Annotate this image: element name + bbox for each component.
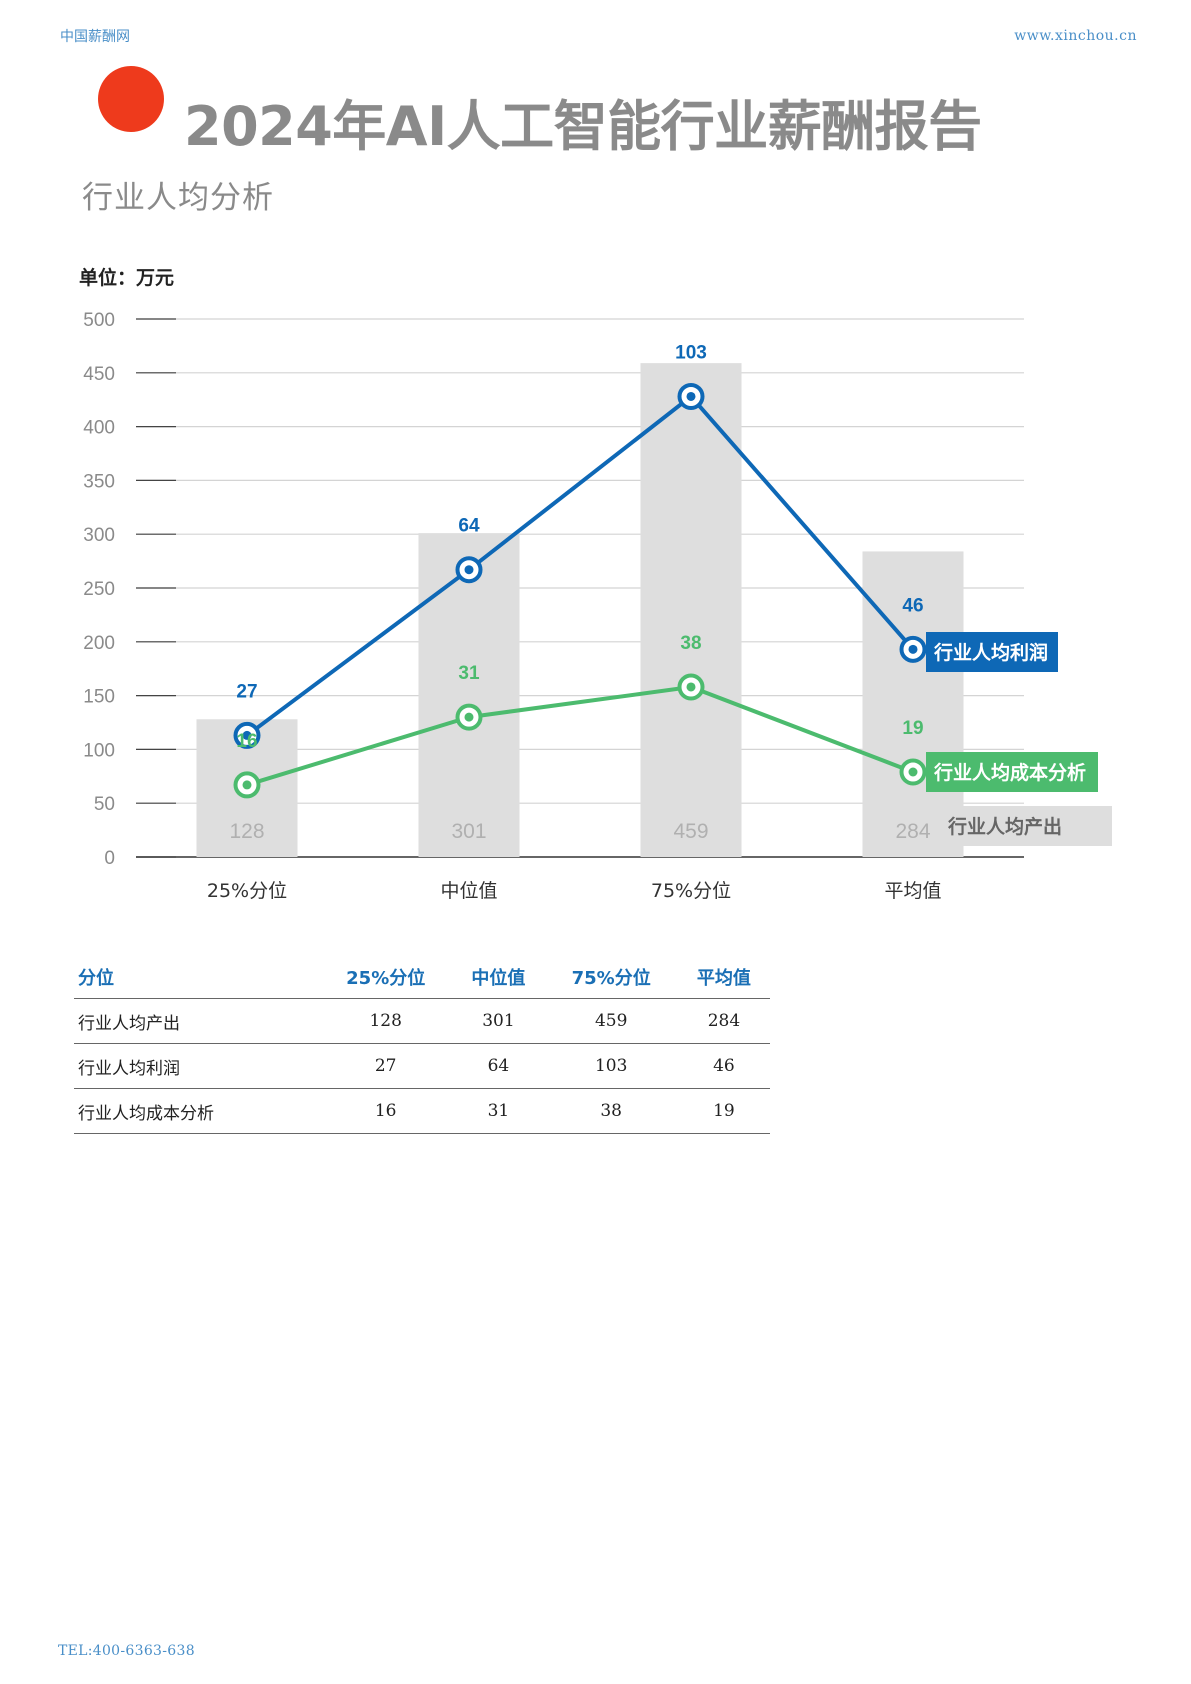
table-header-cell: 平均值 — [677, 956, 770, 999]
table-cell: 行业人均利润 — [74, 1043, 319, 1089]
y-tick-label: 300 — [83, 525, 115, 546]
legend-label: 行业人均产出 — [947, 815, 1062, 838]
point-value-label: 46 — [902, 595, 923, 616]
combo-chart: 0 50 100 150 200 250 300 350 400 450 500 25%分位 中位值 75… — [83, 310, 1112, 902]
series-line — [246, 684, 914, 787]
table-cell: 行业人均产出 — [74, 998, 319, 1044]
table-cell: 31 — [452, 1088, 545, 1134]
series-line — [245, 394, 915, 738]
bar-value-label: 128 — [229, 820, 264, 843]
table-header-cell: 中位值 — [452, 956, 545, 999]
table-header-cell: 25%分位 — [319, 956, 453, 999]
table-header-cell: 分位 — [74, 956, 319, 999]
report-title: 2024年AI人工智能行业薪酬报告 — [184, 95, 982, 158]
site-name: 中国薪酬网 — [60, 29, 130, 45]
legend-label: 行业人均成本分析 — [933, 761, 1086, 784]
table-cell: 46 — [677, 1043, 770, 1089]
table-cell: 19 — [677, 1088, 770, 1134]
point-value-label: 38 — [680, 633, 701, 654]
table-cell: 459 — [544, 998, 678, 1044]
y-tick-label: 350 — [83, 471, 115, 492]
table-cell: 16 — [319, 1088, 453, 1134]
accent-dot — [98, 66, 164, 132]
bar-value-label: 284 — [895, 820, 930, 843]
x-tick-label: 平均值 — [884, 880, 941, 902]
legend-tag — [940, 806, 1112, 846]
table-cell: 284 — [677, 998, 770, 1044]
table-header-cell: 75%分位 — [544, 956, 678, 999]
legend-label: 行业人均利润 — [933, 641, 1048, 664]
table-cell: 301 — [452, 998, 545, 1044]
point-value-label: 16 — [236, 731, 257, 752]
footer-phone: TEL:400-6363-638 — [58, 1643, 195, 1659]
y-tick-label: 150 — [83, 687, 115, 708]
line-point-center — [686, 391, 696, 401]
bar-value-label: 459 — [673, 820, 708, 843]
unit-label: 单位：万元 — [79, 267, 175, 289]
table-row: 行业人均利润 27 64 103 46 — [74, 1043, 770, 1089]
point-value-label: 64 — [458, 516, 480, 537]
line-point-center — [908, 767, 918, 777]
line-point-center — [686, 682, 696, 692]
table-row: 行业人均产出 128 301 459 284 — [74, 998, 770, 1044]
y-tick-label: 100 — [83, 740, 115, 761]
table-header-row: 分位 25%分位 中位值 75%分位 平均值 — [74, 956, 770, 999]
x-tick-label: 25%分位 — [207, 880, 287, 902]
y-tick-label: 200 — [83, 633, 115, 654]
table-cell: 38 — [544, 1088, 678, 1134]
legend-tag — [926, 752, 1098, 792]
y-tick-label: 450 — [83, 364, 115, 385]
table-cell: 27 — [319, 1043, 453, 1089]
point-value-label: 27 — [236, 681, 257, 702]
y-tick-label: 400 — [83, 418, 115, 439]
section-subtitle: 行业人均分析 — [82, 180, 274, 216]
point-value-label: 103 — [675, 342, 707, 363]
table-cell: 64 — [452, 1043, 545, 1089]
x-tick-label: 中位值 — [440, 880, 497, 902]
bar-value-label: 301 — [451, 820, 486, 843]
line-point-center — [908, 644, 918, 654]
y-tick-label: 500 — [83, 310, 115, 331]
line-point-center — [242, 780, 252, 790]
y-tick-label: 250 — [83, 579, 115, 600]
y-tick-label: 0 — [104, 848, 115, 869]
point-value-label: 31 — [458, 663, 480, 684]
site-url[interactable]: www.xinchou.cn — [1014, 28, 1137, 44]
legend-tag — [926, 632, 1058, 672]
table-cell: 行业人均成本分析 — [74, 1088, 319, 1134]
point-value-label: 19 — [902, 718, 923, 739]
table-cell: 128 — [319, 998, 453, 1044]
table-row: 行业人均成本分析 16 31 38 19 — [74, 1088, 770, 1134]
line-point-center — [464, 712, 474, 722]
y-tick-label: 50 — [94, 794, 115, 815]
bar — [640, 363, 742, 857]
line-point-center — [464, 565, 474, 575]
data-table: 分位 25%分位 中位值 75%分位 平均值 行业人均产出 128 301 459 284 行业人… — [74, 956, 770, 1134]
table-cell: 103 — [544, 1043, 678, 1089]
x-tick-label: 75%分位 — [651, 880, 731, 902]
bar — [418, 533, 520, 857]
line-point-center — [242, 730, 252, 740]
